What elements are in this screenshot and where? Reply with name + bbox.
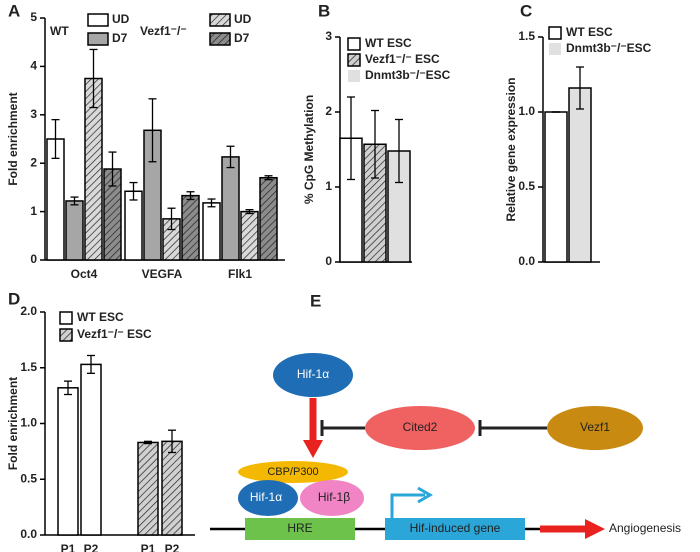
bar — [202, 202, 221, 261]
bar — [181, 194, 200, 261]
node — [238, 461, 348, 483]
tss-arrow-head — [417, 486, 433, 504]
legend-swatch — [209, 13, 231, 27]
y-tick-label: 2.0 — [20, 304, 37, 318]
y-axis-label: Relative gene expression — [504, 77, 518, 221]
node-label: Hif-induced gene — [410, 521, 501, 535]
hre-box — [245, 518, 355, 540]
legend-group: Vezf1⁻/⁻ — [140, 24, 187, 38]
gene-box — [385, 518, 525, 540]
y-axis-label: Fold enrichment — [6, 377, 20, 470]
tss-arrow — [390, 493, 425, 518]
panel-label: C — [520, 1, 532, 20]
arrow-head — [303, 440, 323, 458]
x-tick-label: Oct4 — [71, 267, 98, 281]
y-tick-label: 1.0 — [20, 416, 37, 430]
node-label: HRE — [287, 521, 312, 535]
legend-swatch — [59, 328, 73, 342]
legend-label: WT ESC — [365, 36, 412, 50]
legend-swatch — [548, 26, 562, 40]
bar — [221, 156, 240, 261]
legend-label: UD — [234, 12, 252, 26]
node — [365, 406, 475, 450]
legend-swatch — [348, 70, 360, 82]
node-label: CBP/P300 — [267, 466, 318, 478]
legend-label: UD — [112, 12, 130, 26]
legend-swatch — [87, 13, 109, 27]
y-tick-label: 2 — [30, 155, 37, 169]
node-label: Hif-1β — [318, 490, 350, 504]
bar — [57, 387, 79, 536]
legend-swatch — [549, 43, 561, 55]
y-tick-label: 1.5 — [20, 360, 37, 374]
bar — [137, 441, 159, 536]
panel-label: D — [8, 289, 20, 308]
y-tick-label: 4 — [30, 59, 37, 73]
legend-group: WT — [50, 24, 69, 38]
y-tick-label: 5 — [30, 10, 37, 24]
x-tick-label: P1 — [61, 542, 76, 552]
y-axis-label: % CpG Methylation — [302, 95, 316, 204]
legend-label: Dnmt3b⁻/⁻ESC — [566, 41, 652, 55]
x-tick-label: VEGFA — [142, 267, 183, 281]
legend-label: Dnmt3b⁻/⁻ESC — [365, 68, 451, 82]
legend-label: WT ESC — [566, 25, 613, 39]
bar — [80, 363, 102, 536]
x-tick-label: P2 — [165, 542, 180, 552]
node — [238, 480, 298, 516]
bar — [240, 210, 259, 261]
bar — [568, 87, 592, 263]
x-tick-label: P1 — [141, 542, 156, 552]
y-tick-label: 0.5 — [20, 471, 37, 485]
y-tick-label: 3 — [325, 29, 332, 43]
panel-label: A — [8, 1, 20, 20]
node-label: Vezf1 — [580, 420, 610, 434]
node — [273, 353, 353, 397]
node-label: Hif-1α — [297, 367, 329, 381]
diagram: E Hif-1α Cited2 Vezf1 CBP/P300 Hif-1α Hi… — [210, 291, 681, 540]
y-tick-label: 0.5 — [518, 179, 535, 193]
y-tick-label: 1.5 — [518, 29, 535, 43]
legend-label: WT ESC — [77, 310, 124, 324]
legend-label: D7 — [112, 31, 128, 45]
y-tick-label: 1 — [325, 179, 332, 193]
legend-swatch — [209, 32, 231, 46]
y-tick-label: 0 — [325, 254, 332, 268]
y-tick-label: 1 — [30, 204, 37, 218]
legend-swatch — [347, 37, 361, 51]
y-tick-label: 3 — [30, 107, 37, 121]
bar — [161, 440, 183, 536]
panel-label: E — [310, 291, 321, 310]
legend-label: Vezf1⁻/⁻ ESC — [77, 327, 152, 341]
legend-swatch — [347, 53, 361, 67]
y-tick-label: 1.0 — [518, 104, 535, 118]
bar — [544, 111, 568, 263]
node-label: Hif-1α — [250, 490, 282, 504]
y-axis-label: Fold enrichment — [6, 92, 20, 185]
y-tick-label: 0 — [30, 252, 37, 266]
y-tick-label: 0.0 — [20, 527, 37, 541]
node — [547, 406, 643, 450]
legend-swatch — [87, 32, 109, 46]
node — [300, 480, 364, 516]
y-tick-label: 2 — [325, 104, 332, 118]
bar — [259, 176, 278, 261]
arrow-head — [585, 519, 605, 539]
x-tick-label: Flk1 — [228, 267, 252, 281]
bar — [65, 200, 84, 261]
legend-swatch — [59, 311, 73, 325]
outcome-label: Angiogenesis — [609, 521, 681, 535]
node-label: Cited2 — [403, 420, 438, 434]
panel-label: B — [318, 1, 330, 20]
y-tick-label: 0.0 — [518, 254, 535, 268]
x-tick-label: P2 — [84, 542, 99, 552]
legend-label: Vezf1⁻/⁻ ESC — [365, 52, 440, 66]
legend-label: D7 — [234, 31, 250, 45]
bar — [124, 190, 143, 261]
